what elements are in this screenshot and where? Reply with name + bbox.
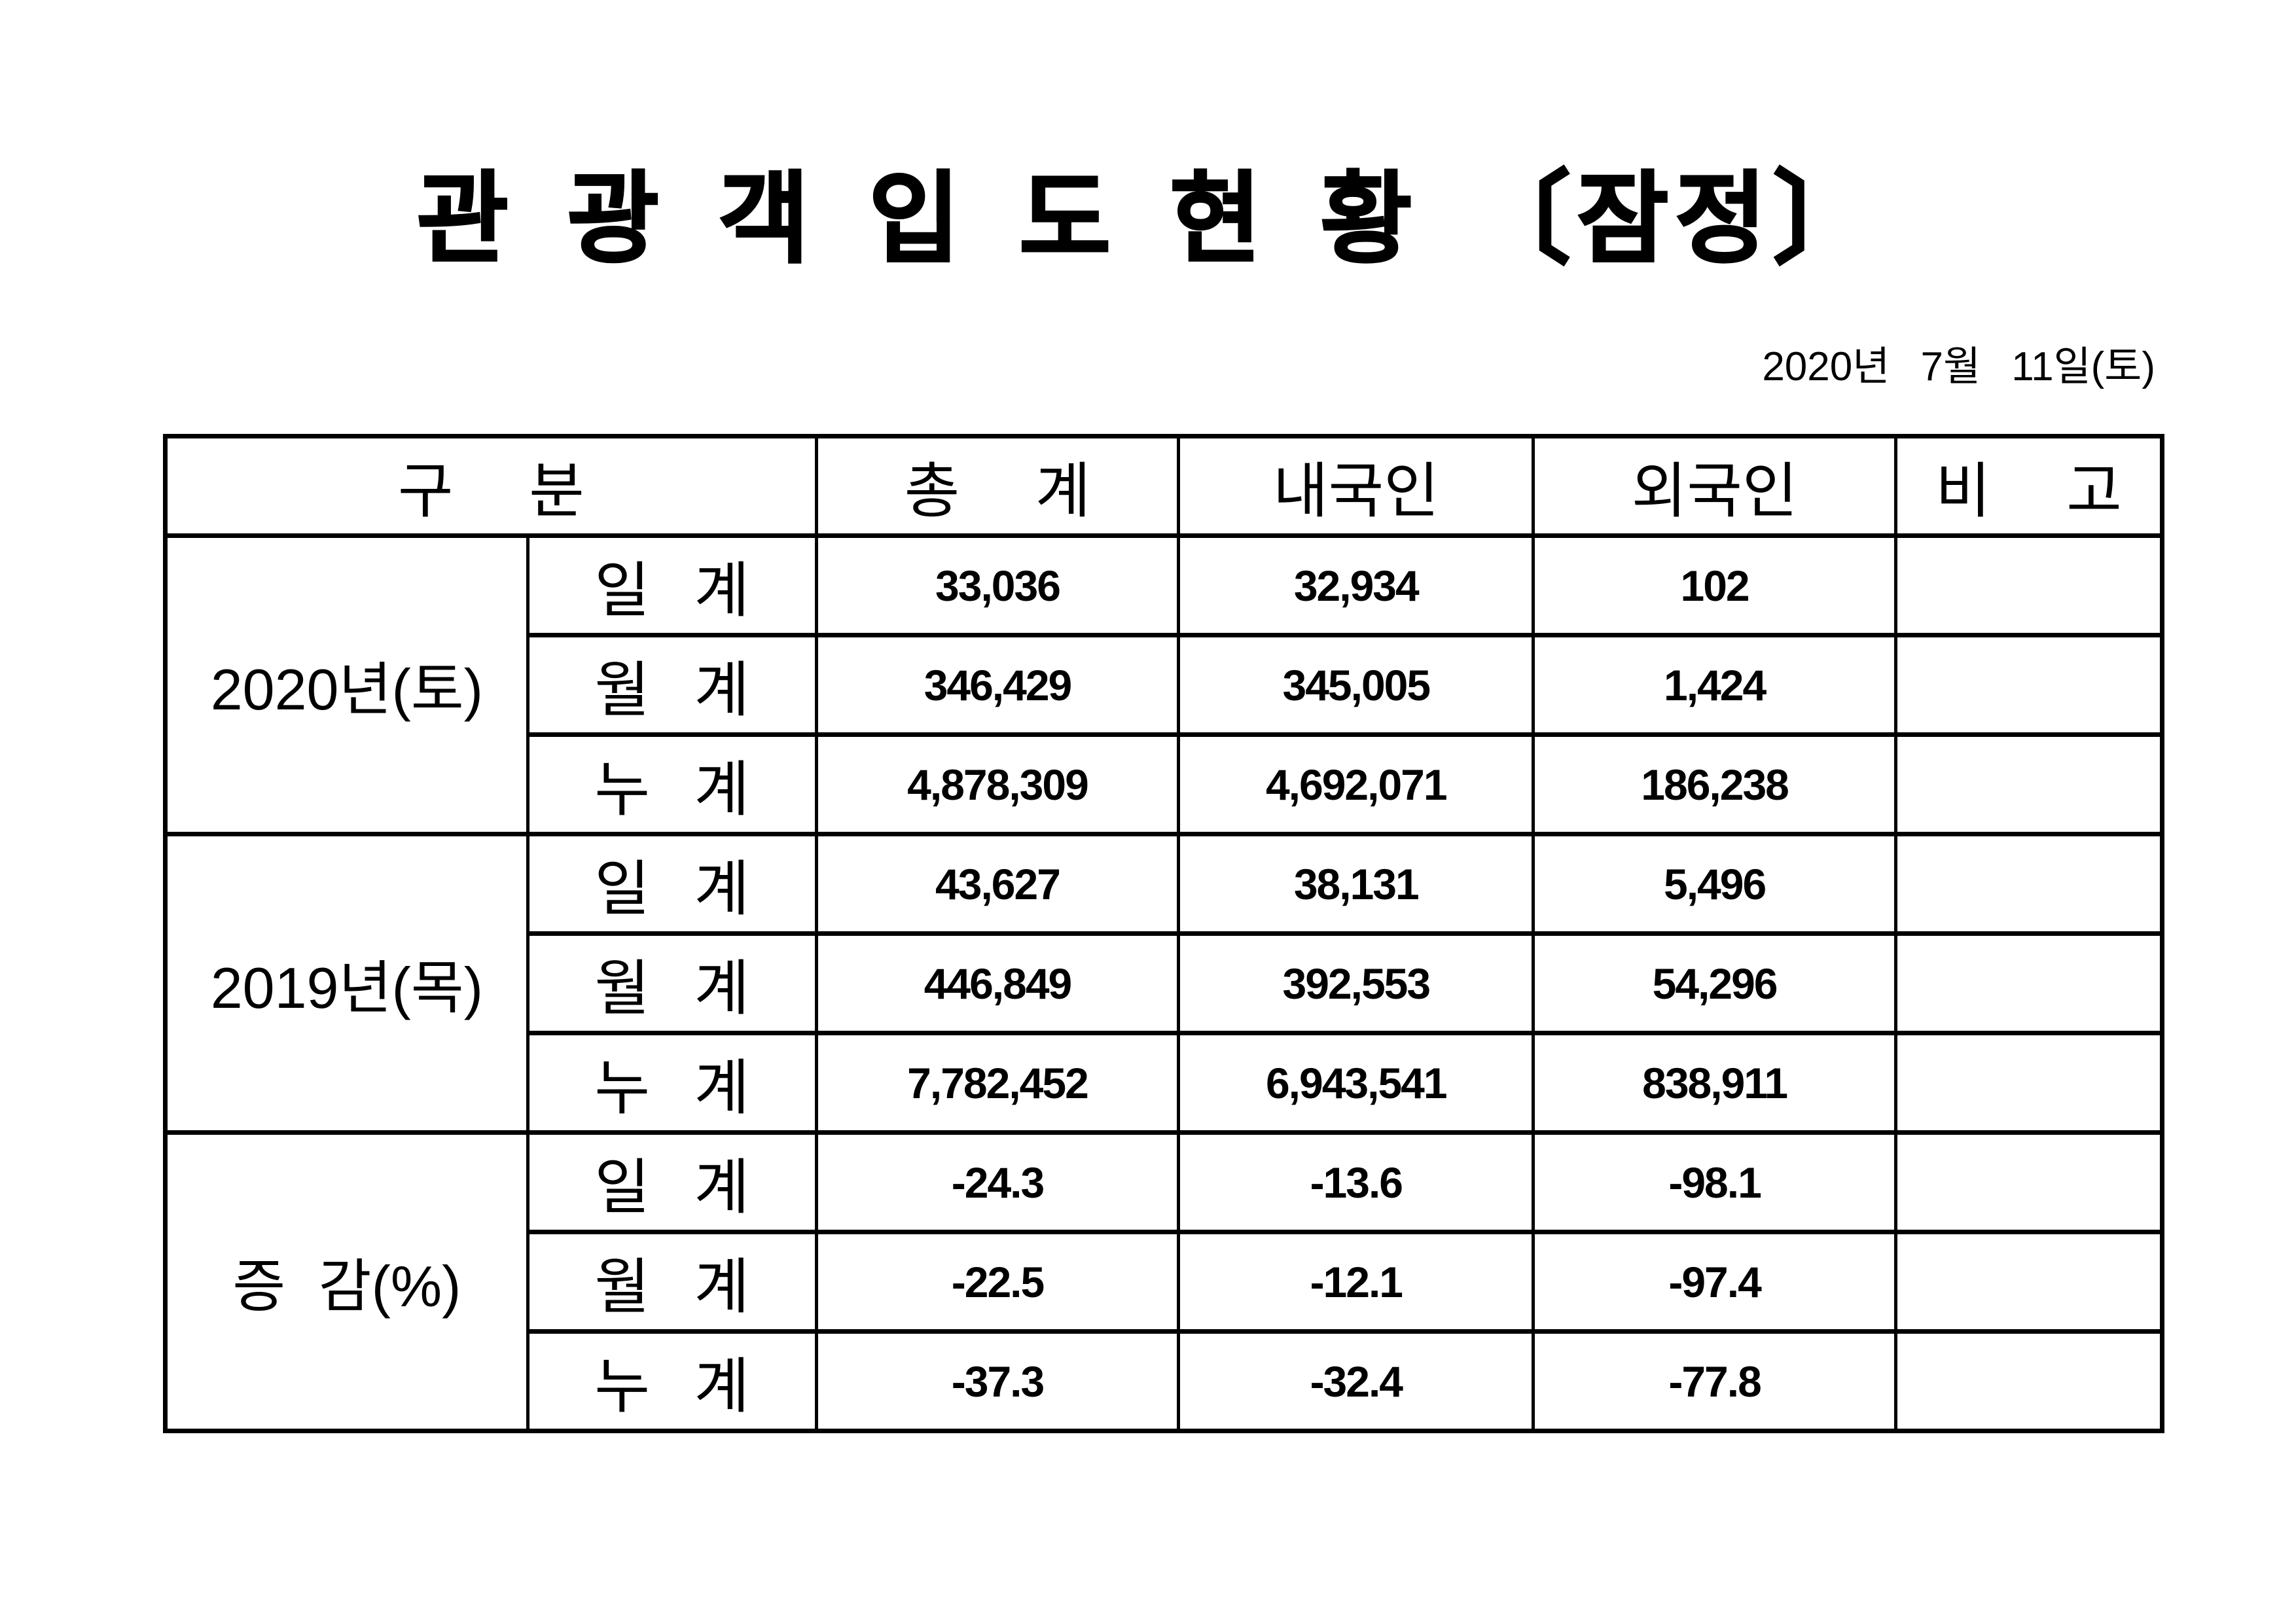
cell-2019-daily-total: 43,627 <box>814 832 1181 936</box>
header-total: 총 계 <box>814 434 1181 538</box>
cell-change-monthly-foreign: -97.4 <box>1532 1230 1897 1334</box>
cell-change-cumulative-domestic: -32.4 <box>1177 1329 1535 1433</box>
cell-change-daily-domestic: -13.6 <box>1177 1130 1535 1234</box>
cell-2019-monthly-foreign: 54,296 <box>1532 931 1897 1035</box>
header-row: 구 분 총 계 내국인 외국인 비 고 <box>164 434 2164 538</box>
cell-change-monthly-remarks <box>1893 1230 2164 1334</box>
cell-2019-daily-foreign: 5,496 <box>1532 832 1897 936</box>
cell-2020-cumulative-domestic: 4,692,071 <box>1177 732 1535 836</box>
cell-2019-monthly-remarks <box>1893 931 2164 1035</box>
row-label-2020-daily: 일 계 <box>526 533 818 637</box>
row-label-2020-cumulative: 누 계 <box>526 732 818 836</box>
cell-2020-cumulative-foreign: 186,238 <box>1532 732 1897 836</box>
cell-2020-daily-total: 33,036 <box>814 533 1181 637</box>
report-date: 2020년 7월 11일(토) <box>1762 344 2155 389</box>
cell-change-cumulative-foreign: -77.8 <box>1532 1329 1897 1433</box>
cell-2020-daily-foreign: 102 <box>1532 533 1897 637</box>
cell-2020-monthly-foreign: 1,424 <box>1532 633 1897 737</box>
cell-2020-cumulative-total: 4,878,309 <box>814 732 1181 836</box>
cell-change-cumulative-remarks <box>1893 1329 2164 1433</box>
cell-2019-cumulative-remarks <box>1893 1031 2164 1135</box>
cell-2019-monthly-domestic: 392,553 <box>1177 931 1535 1035</box>
table-row-change-daily: 증 감(%) 일 계 -24.3 -13.6 -98.1 <box>164 1130 2164 1433</box>
cell-change-cumulative-total: -37.3 <box>814 1329 1181 1433</box>
cell-2019-cumulative-foreign: 838,911 <box>1532 1031 1897 1135</box>
row-label-2019-daily: 일 계 <box>526 832 818 936</box>
header-domestic: 내국인 <box>1177 434 1535 538</box>
header-foreign: 외국인 <box>1532 434 1897 538</box>
page-title: 관 광 객 입 도 현 황 〔잠정〕 <box>416 164 1880 275</box>
row-label-change-daily: 일 계 <box>526 1130 818 1234</box>
cell-2020-monthly-total: 346,429 <box>814 633 1181 737</box>
row-label-2019-monthly: 월 계 <box>526 931 818 1035</box>
cell-change-daily-remarks <box>1893 1130 2164 1234</box>
cell-2019-monthly-total: 446,849 <box>814 931 1181 1035</box>
header-remarks: 비 고 <box>1893 434 2164 538</box>
group-label-2019: 2019년(목) <box>164 832 529 1135</box>
table-row-2020-monthly: 월 계 346,429 345,005 1,424 <box>166 633 2164 737</box>
cell-2020-cumulative-remarks <box>1893 732 2164 836</box>
cell-2020-monthly-domestic: 345,005 <box>1177 633 1535 737</box>
row-label-2020-monthly: 월 계 <box>526 633 818 737</box>
table-row-2020-cumulative: 누 계 4,878,309 4,692,071 186,238 <box>166 732 2164 836</box>
cell-change-daily-total: -24.3 <box>814 1130 1181 1234</box>
tourist-arrivals-table: 구 분 총 계 내국인 외국인 비 고 2020년(토) 일 계 33,036 … <box>163 434 2164 1433</box>
table-row-change-monthly: 월 계 -22.5 -12.1 -97.4 <box>166 1230 2164 1334</box>
cell-2019-cumulative-domestic: 6,943,541 <box>1177 1031 1535 1135</box>
cell-change-daily-foreign: -98.1 <box>1532 1130 1897 1234</box>
cell-2020-monthly-remarks <box>1893 633 2164 737</box>
table-row-2019-cumulative: 누 계 7,782,452 6,943,541 838,911 <box>166 1031 2164 1135</box>
cell-change-monthly-total: -22.5 <box>814 1230 1181 1334</box>
row-label-change-cumulative: 누 계 <box>526 1329 818 1433</box>
table-row-2020-daily: 2020년(토) 일 계 33,036 32,934 102 <box>164 533 2164 836</box>
group-label-change: 증 감(%) <box>164 1130 529 1433</box>
table-row-2019-monthly: 월 계 446,849 392,553 54,296 <box>166 931 2164 1035</box>
cell-2020-daily-remarks <box>1893 533 2164 637</box>
header-category: 구 분 <box>164 434 818 538</box>
group-label-2020: 2020년(토) <box>164 533 529 836</box>
cell-2019-daily-domestic: 38,131 <box>1177 832 1535 936</box>
table-row-2019-daily: 2019년(목) 일 계 43,627 38,131 5,496 <box>164 832 2164 1135</box>
row-label-2019-cumulative: 누 계 <box>526 1031 818 1135</box>
cell-change-monthly-domestic: -12.1 <box>1177 1230 1535 1334</box>
table-row-change-cumulative: 누 계 -37.3 -32.4 -77.8 <box>166 1329 2164 1433</box>
cell-2020-daily-domestic: 32,934 <box>1177 533 1535 637</box>
cell-2019-daily-remarks <box>1893 832 2164 936</box>
row-label-change-monthly: 월 계 <box>526 1230 818 1334</box>
cell-2019-cumulative-total: 7,782,452 <box>814 1031 1181 1135</box>
